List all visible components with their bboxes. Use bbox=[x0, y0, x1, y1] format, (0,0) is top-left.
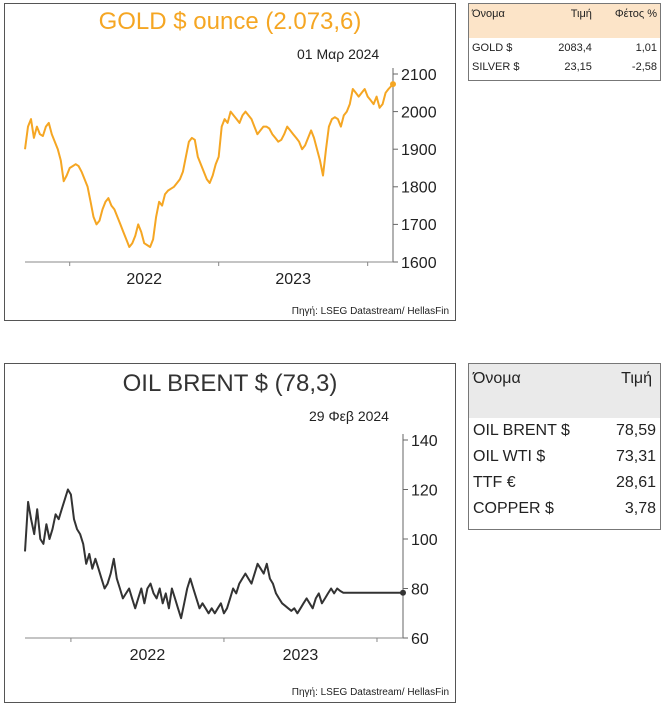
oil-y-tick-label: 140 bbox=[411, 433, 438, 450]
oil-table-cell-price: 28,61 bbox=[615, 474, 656, 491]
gold-table-header-row: Όνομα Τιμή Φέτος % bbox=[469, 4, 660, 38]
oil-chart-panel: OIL BRENT $ (78,3) 29 Φεβ 2024 60 80 100 12… bbox=[4, 363, 456, 703]
gold-chart-source: Πηγή: LSEG Datastream/ HellasFin bbox=[291, 306, 449, 317]
gold-table-header-price: Τιμή bbox=[570, 8, 592, 20]
gold-table-cell-ytd: -2,58 bbox=[631, 61, 657, 73]
oil-table-cell-name: OIL WTI $ bbox=[473, 448, 546, 465]
oil-table-cell-name: TTF € bbox=[473, 474, 516, 491]
gold-line-chart: 1600 1700 1800 1900 2000 2100 2022 2023 bbox=[24, 67, 437, 288]
oil-y-tick-label: 120 bbox=[411, 482, 438, 499]
gold-y-tick-label: 1700 bbox=[401, 217, 437, 234]
oil-chart-date: 29 Φεβ 2024 bbox=[309, 408, 389, 424]
gold-table-cell-price: 23,15 bbox=[564, 61, 592, 73]
table-row: OIL WTI $ 73,31 bbox=[469, 444, 660, 470]
gold-series-line bbox=[24, 83, 394, 248]
gold-table-cell-ytd: 1,01 bbox=[635, 42, 657, 54]
table-row: GOLD $ 2083,4 1,01 bbox=[469, 38, 660, 58]
gold-last-point bbox=[390, 81, 396, 88]
gold-table-cell-name: SILVER $ bbox=[472, 61, 520, 73]
oil-chart-title: OIL BRENT $ (78,3) bbox=[122, 370, 338, 397]
gold-table-header-name: Όνομα bbox=[472, 8, 505, 20]
oil-table-cell-price: 78,59 bbox=[615, 422, 656, 439]
oil-y-tick-label: 100 bbox=[411, 532, 438, 549]
gold-table-cell-name: GOLD $ bbox=[472, 42, 513, 54]
oil-chart-source: Πηγή: LSEG Datastream/ HellasFin bbox=[291, 687, 449, 698]
oil-last-point bbox=[400, 589, 406, 596]
gold-price-table: Όνομα Τιμή Φέτος % GOLD $ 2083,4 1,01 SI… bbox=[468, 3, 661, 81]
oil-table-header-price: Τιμή bbox=[621, 370, 652, 387]
gold-y-tick-label: 2000 bbox=[401, 104, 437, 121]
oil-table-cell-name: COPPER $ bbox=[473, 500, 554, 517]
gold-y-tick-label: 1800 bbox=[401, 180, 437, 197]
table-row: TTF € 28,61 bbox=[469, 470, 660, 496]
gold-chart-title: GOLD $ ounce (2.073,6) bbox=[98, 8, 362, 35]
table-row: OIL BRENT $ 78,59 bbox=[469, 418, 660, 444]
table-row: SILVER $ 23,15 -2,58 bbox=[469, 58, 660, 76]
gold-table-cell-price: 2083,4 bbox=[558, 42, 592, 54]
table-row: COPPER $ 3,78 bbox=[469, 496, 660, 522]
oil-table-cell-name: OIL BRENT $ bbox=[473, 422, 570, 439]
oil-y-tick-label: 80 bbox=[411, 581, 429, 598]
gold-x-tick-label: 2022 bbox=[126, 271, 162, 288]
oil-x-tick-label: 2023 bbox=[283, 647, 319, 664]
gold-y-tick-label: 1600 bbox=[401, 255, 437, 272]
gold-y-tick-label: 2100 bbox=[401, 67, 437, 84]
gold-table-header-ytd: Φέτος % bbox=[614, 8, 657, 20]
gold-x-tick-label: 2023 bbox=[275, 271, 311, 288]
oil-y-tick-label: 60 bbox=[411, 631, 429, 648]
gold-chart-date: 01 Μαρ 2024 bbox=[297, 46, 380, 62]
oil-table-header-name: Όνομα bbox=[473, 370, 521, 387]
gold-chart-panel: GOLD $ ounce (2.073,6) 01 Μαρ 2024 1600 1… bbox=[4, 3, 456, 321]
oil-line-chart: 60 80 100 120 140 2022 2023 bbox=[24, 433, 438, 664]
oil-price-table: Όνομα Τιμή OIL BRENT $ 78,59 OIL WTI $ 7… bbox=[468, 363, 661, 530]
oil-series-line bbox=[24, 488, 403, 620]
oil-x-tick-label: 2022 bbox=[130, 647, 166, 664]
oil-table-header-row: Όνομα Τιμή bbox=[469, 364, 660, 418]
oil-table-cell-price: 3,78 bbox=[624, 500, 656, 517]
gold-y-tick-label: 1900 bbox=[401, 142, 437, 159]
oil-table-cell-price: 73,31 bbox=[615, 448, 656, 465]
